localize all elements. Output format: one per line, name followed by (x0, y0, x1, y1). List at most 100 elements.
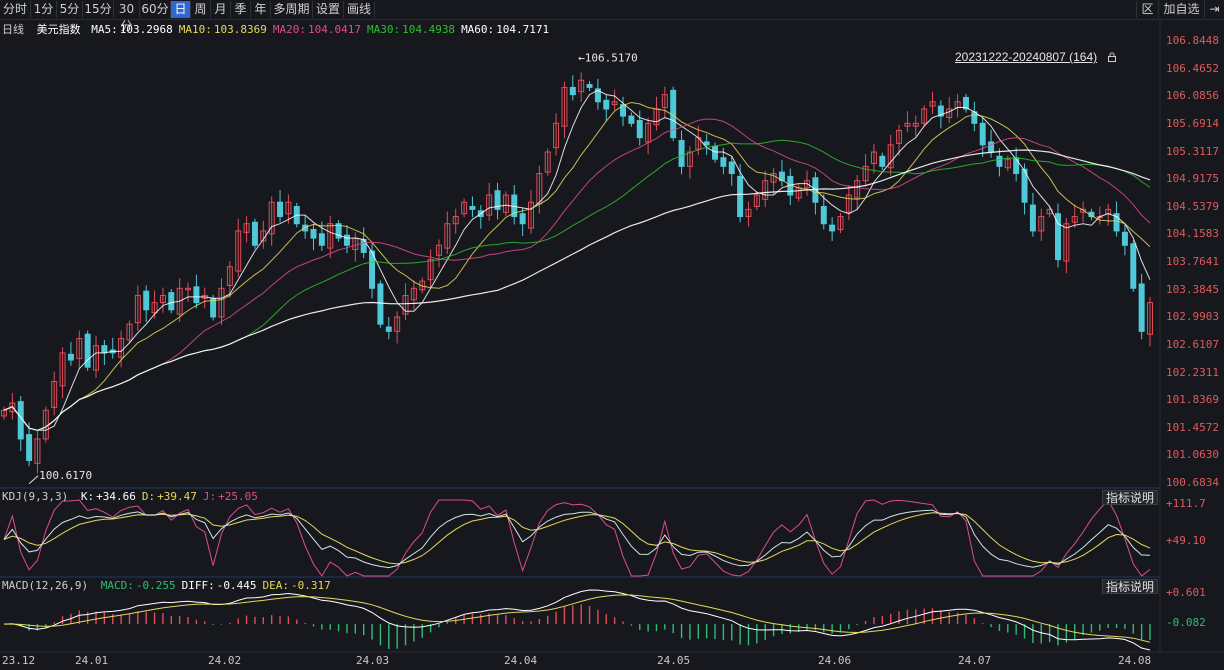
candle-body (302, 224, 309, 232)
kdj-k-line (3, 509, 1151, 569)
macd-value-1: -0.445 (216, 579, 257, 592)
period-tab-1[interactable]: 1分 (31, 1, 57, 18)
lock-icon[interactable] (1107, 52, 1117, 62)
ma5-line (3, 89, 1151, 431)
candle-body (193, 286, 200, 304)
kdj-axis-high: +111.7 (1166, 497, 1206, 510)
price-tick-5: 104.9175 (1166, 172, 1219, 186)
period-tab-10[interactable]: 年 (251, 1, 271, 18)
kdj-help-button[interactable]: 指标说明 (1102, 490, 1158, 505)
price-tick-9: 103.3845 (1166, 282, 1219, 296)
candle-body (1, 409, 7, 417)
ma-label-2: MA20: (272, 23, 306, 36)
period-tab-3[interactable]: 15分 (83, 1, 114, 18)
macd-diff-line (3, 589, 1151, 651)
date-tick-2: 24.02 (208, 654, 242, 667)
macd-title: MACD(12,26,9) (2, 579, 89, 592)
candle-body (1147, 302, 1153, 335)
candle-body (820, 206, 827, 225)
period-tab-8[interactable]: 月 (211, 1, 231, 18)
candle-body (712, 145, 719, 160)
period-tab-9[interactable]: 季 (231, 1, 251, 18)
candle-body (1071, 216, 1078, 223)
candle-body (628, 115, 635, 124)
candle-body (1038, 216, 1045, 232)
candle-body (879, 155, 886, 167)
candle-body (661, 94, 668, 109)
kdj-label-2: J: (202, 490, 217, 503)
candle-body (896, 129, 903, 144)
kdj-d-line (3, 512, 1151, 565)
candle-body (469, 206, 476, 210)
macd-value-0: -0.255 (135, 579, 176, 592)
candle-body (235, 230, 242, 272)
candle-body (51, 381, 58, 408)
exit-icon[interactable]: ⇥ (1204, 1, 1224, 18)
period-tab-12[interactable]: 设置 (313, 1, 344, 18)
candle-body (318, 233, 325, 246)
period-tab-4[interactable]: 30分 (114, 1, 140, 33)
price-tick-1: 106.4652 (1166, 61, 1219, 75)
candle-body (770, 173, 777, 183)
candle-body (854, 180, 861, 199)
low-annotation: 100.6170 (39, 469, 92, 482)
date-tick-4: 24.04 (504, 654, 538, 667)
period-tab-13[interactable]: 画线 (344, 1, 375, 18)
price-tick-6: 104.5379 (1166, 199, 1219, 213)
candle-body (678, 140, 685, 167)
kdj-title: KDJ(9,3,3) (2, 490, 69, 503)
candle-body (327, 223, 334, 249)
candle-body (528, 201, 534, 229)
candle-body (561, 86, 568, 127)
ma-label-4: MA60: (461, 23, 495, 36)
period-tab-5[interactable]: 60分 (140, 1, 171, 18)
ma-value-4: 104.7171 (496, 23, 550, 36)
candle-body (703, 141, 710, 146)
candle-body (762, 180, 769, 200)
period-tab-7[interactable]: 周 (191, 1, 211, 18)
period-tab-2[interactable]: 5分 (57, 1, 83, 18)
candle-body (996, 155, 1003, 167)
price-tick-14: 101.4572 (1166, 420, 1219, 434)
ma-value-2: 104.0417 (307, 23, 361, 36)
region-button[interactable]: 区 (1136, 1, 1158, 18)
price-tick-2: 106.0856 (1166, 89, 1219, 103)
candle-body (461, 201, 468, 215)
kdj-value-2: +25.05 (218, 490, 258, 503)
candle-body (829, 224, 836, 232)
period-tab-11[interactable]: 多周期 (271, 1, 313, 18)
period-tab-0[interactable]: 分时 (0, 1, 31, 18)
candle-body (34, 438, 41, 464)
candle-body (553, 122, 560, 149)
candle-body (912, 122, 919, 127)
kdj-label-1: D: (141, 490, 156, 503)
macd-label-1: DIFF: (181, 579, 215, 592)
candle-body (862, 165, 869, 182)
candle-body (1004, 158, 1011, 169)
candle-body (1130, 243, 1137, 289)
instrument-name: 美元指数 (36, 23, 81, 36)
period-toolbar: 分时 1分 5分 15分 30分 60分日周月季年多周期 设置 画线 区加自选 ⇥ (0, 0, 1224, 33)
ma30-line (3, 139, 1151, 431)
candle-body (76, 338, 83, 360)
macd-help-button[interactable]: 指标说明 (1102, 579, 1158, 594)
macd-value-2: -0.317 (290, 579, 331, 592)
candle-body (904, 122, 911, 127)
candle-body (804, 180, 811, 189)
date-tick-5: 24.05 (657, 654, 691, 667)
period-tab-6[interactable]: 日 (171, 1, 191, 18)
candle-body (921, 108, 928, 124)
candle-body (285, 201, 292, 215)
price-tick-11: 102.6107 (1166, 337, 1219, 351)
ma-info-line: 日线 美元指数 MA5: 103.2968 MA10: 103.8369 MA20: 10… (2, 21, 549, 37)
candle-body (410, 287, 417, 301)
add-watchlist-button[interactable]: 加自选 (1158, 1, 1204, 18)
candle-body (394, 316, 401, 332)
candle-body (636, 119, 643, 139)
range-label[interactable]: 20231222-20240807 (164) (955, 50, 1098, 64)
candle-body (988, 141, 995, 153)
candle-body (427, 259, 434, 281)
ma60-line (3, 149, 1151, 431)
candle-body (151, 302, 158, 314)
candle-body (929, 101, 936, 107)
